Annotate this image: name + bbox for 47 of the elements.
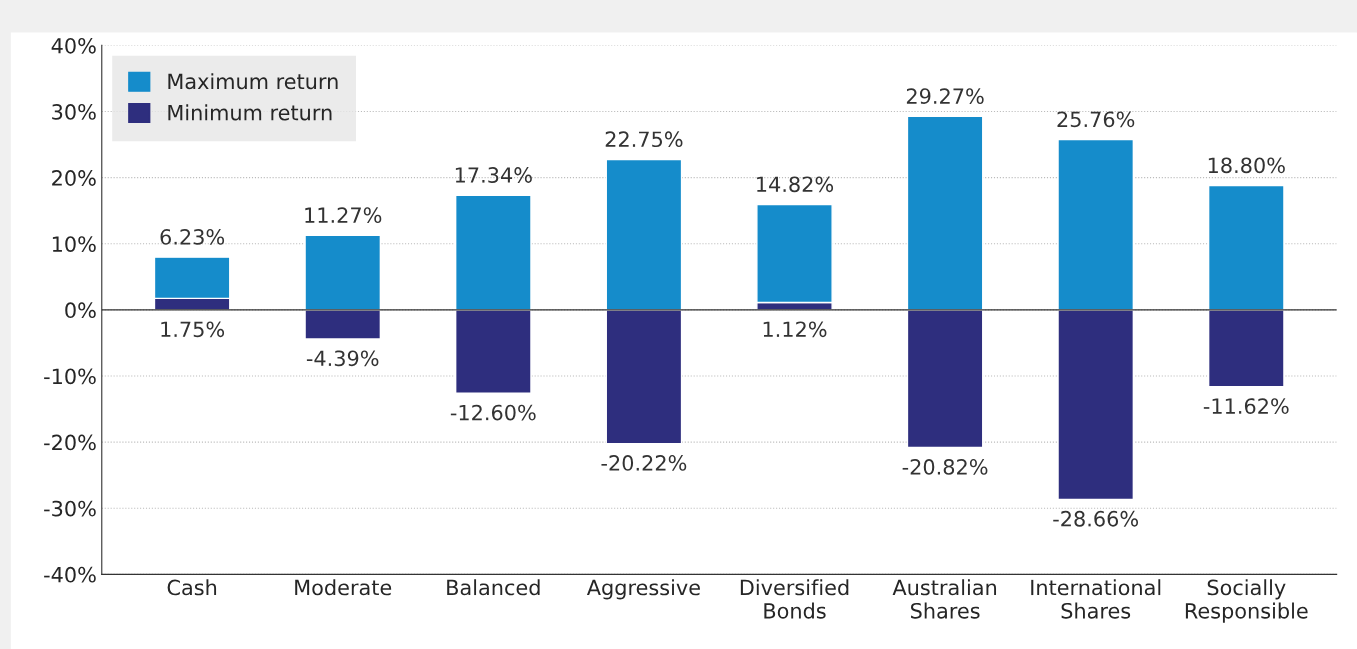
x-tick-label: Australian Shares — [892, 579, 997, 619]
bar — [1207, 184, 1285, 311]
x-tick-label: Aggressive — [586, 579, 700, 600]
bar — [304, 234, 382, 311]
x-tick-label: International Shares — [1031, 579, 1161, 619]
data-label: 29.27% — [906, 88, 984, 104]
y-tick-label: 40% — [51, 37, 96, 54]
bar — [304, 309, 382, 340]
data-label: -20.22% — [601, 455, 687, 471]
y-tick-label: -40% — [44, 566, 96, 583]
data-label: -4.39% — [306, 350, 379, 367]
data-label: 6.23% — [160, 229, 225, 245]
legend-label: Minimum return — [168, 104, 332, 121]
data-label: 11.27% — [305, 207, 382, 224]
data-label: 22.75% — [605, 131, 683, 148]
y-tick-label: 30% — [52, 104, 96, 120]
bar — [605, 158, 683, 311]
y-tick-label: -30% — [44, 500, 96, 517]
legend-label: Maximum return — [168, 73, 338, 90]
data-label: -28.66% — [1053, 510, 1139, 527]
data-label: 25.76% — [1057, 111, 1135, 128]
data-label: 17.34% — [455, 167, 532, 183]
bar — [1057, 138, 1135, 311]
bar — [906, 115, 984, 311]
bar — [906, 309, 984, 449]
data-label: -11.62% — [1203, 398, 1289, 414]
bar — [1057, 309, 1135, 501]
data-label: 18.80% — [1208, 157, 1285, 174]
bar — [605, 309, 683, 445]
data-label: -12.60% — [450, 404, 536, 421]
bar — [1207, 309, 1285, 388]
data-label: 1.75% — [161, 321, 225, 338]
data-label: -20.82% — [902, 459, 988, 475]
data-label: 14.82% — [757, 176, 834, 193]
y-tick-label: -10% — [44, 368, 96, 385]
x-tick-label: Moderate — [295, 579, 392, 596]
y-tick-label: 20% — [52, 170, 96, 186]
x-tick-label: Socially Responsible — [1185, 579, 1308, 623]
x-tick-label: Balanced — [447, 579, 540, 596]
y-tick-label: -20% — [44, 434, 96, 451]
y-tick-label: 10% — [52, 236, 96, 252]
x-tick-label: Cash — [167, 579, 217, 596]
data-label: 1.12% — [763, 321, 827, 338]
y-tick-label: 0% — [65, 302, 96, 319]
x-tick-label: Diversified Bonds — [740, 579, 849, 619]
bar — [454, 194, 532, 311]
bar — [454, 309, 532, 394]
